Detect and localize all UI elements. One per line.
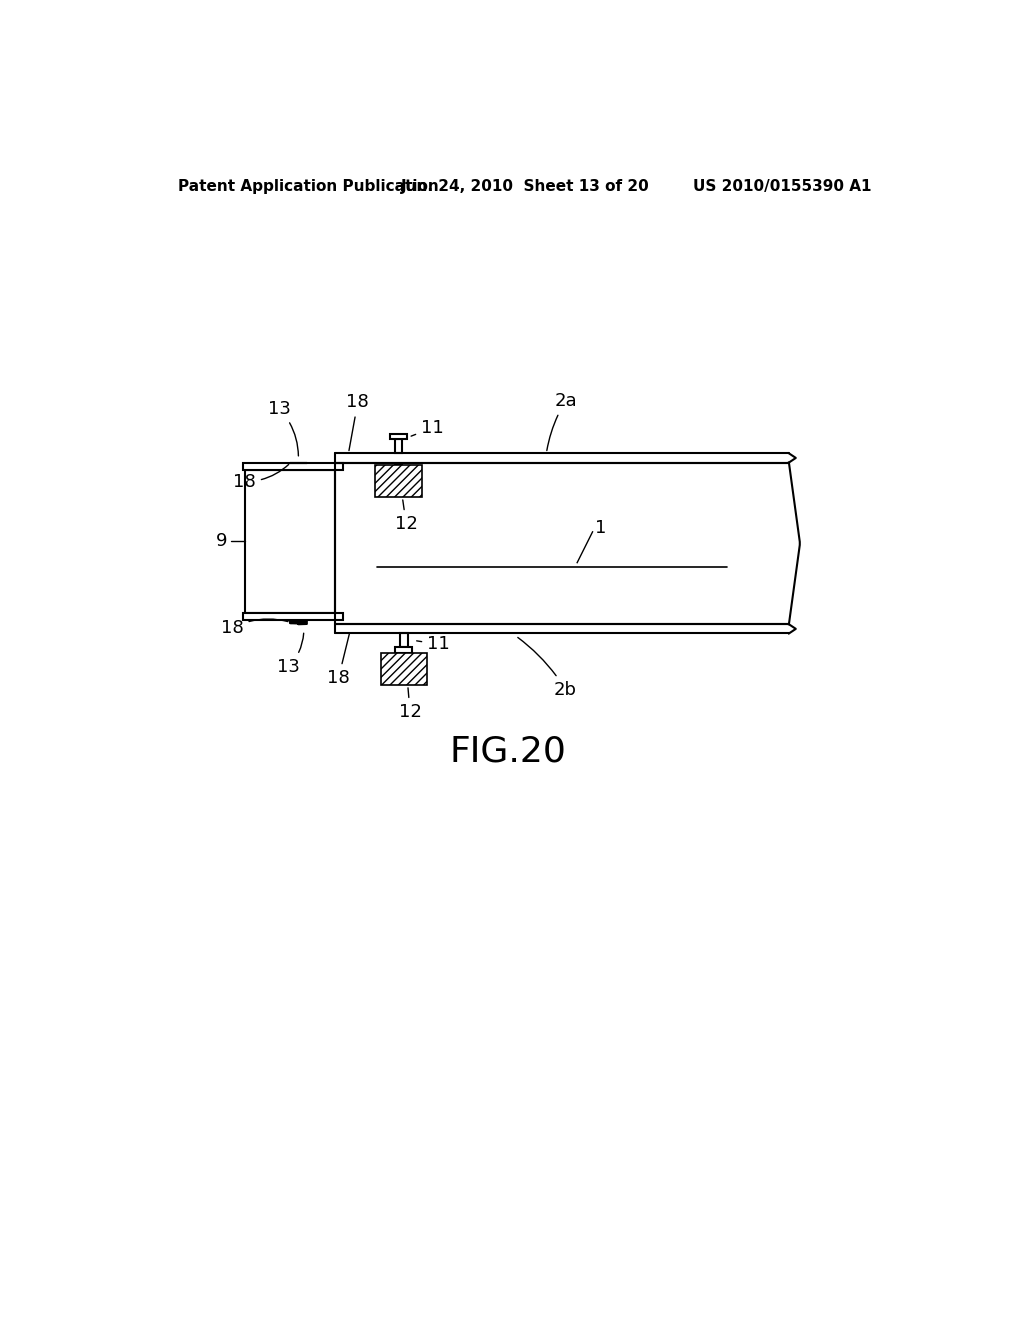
Bar [243, 612, 343, 620]
Text: 18: 18 [233, 465, 289, 491]
Bar [394, 465, 402, 479]
Text: 11: 11 [417, 635, 450, 653]
Bar [390, 434, 407, 440]
Text: 9: 9 [216, 532, 227, 550]
Bar [400, 634, 408, 647]
Bar [245, 470, 336, 612]
Text: 18: 18 [327, 634, 350, 688]
Text: 12: 12 [395, 500, 418, 533]
Bar [395, 647, 413, 653]
Text: 18: 18 [221, 619, 288, 638]
Text: 18: 18 [346, 393, 369, 450]
Bar [394, 440, 402, 453]
Bar [376, 465, 422, 498]
Text: 2b: 2b [518, 638, 578, 698]
Text: FIG.20: FIG.20 [450, 734, 566, 768]
Text: 2a: 2a [547, 392, 577, 450]
Text: 13: 13 [267, 400, 298, 455]
Text: US 2010/0155390 A1: US 2010/0155390 A1 [693, 180, 871, 194]
Text: 13: 13 [276, 634, 304, 676]
Text: Patent Application Publication: Patent Application Publication [178, 180, 439, 194]
Bar [381, 653, 427, 685]
Text: 1: 1 [595, 519, 606, 537]
Text: 12: 12 [398, 688, 422, 721]
Text: Jun. 24, 2010  Sheet 13 of 20: Jun. 24, 2010 Sheet 13 of 20 [400, 180, 649, 194]
Bar [243, 462, 343, 470]
Text: 11: 11 [411, 418, 443, 437]
